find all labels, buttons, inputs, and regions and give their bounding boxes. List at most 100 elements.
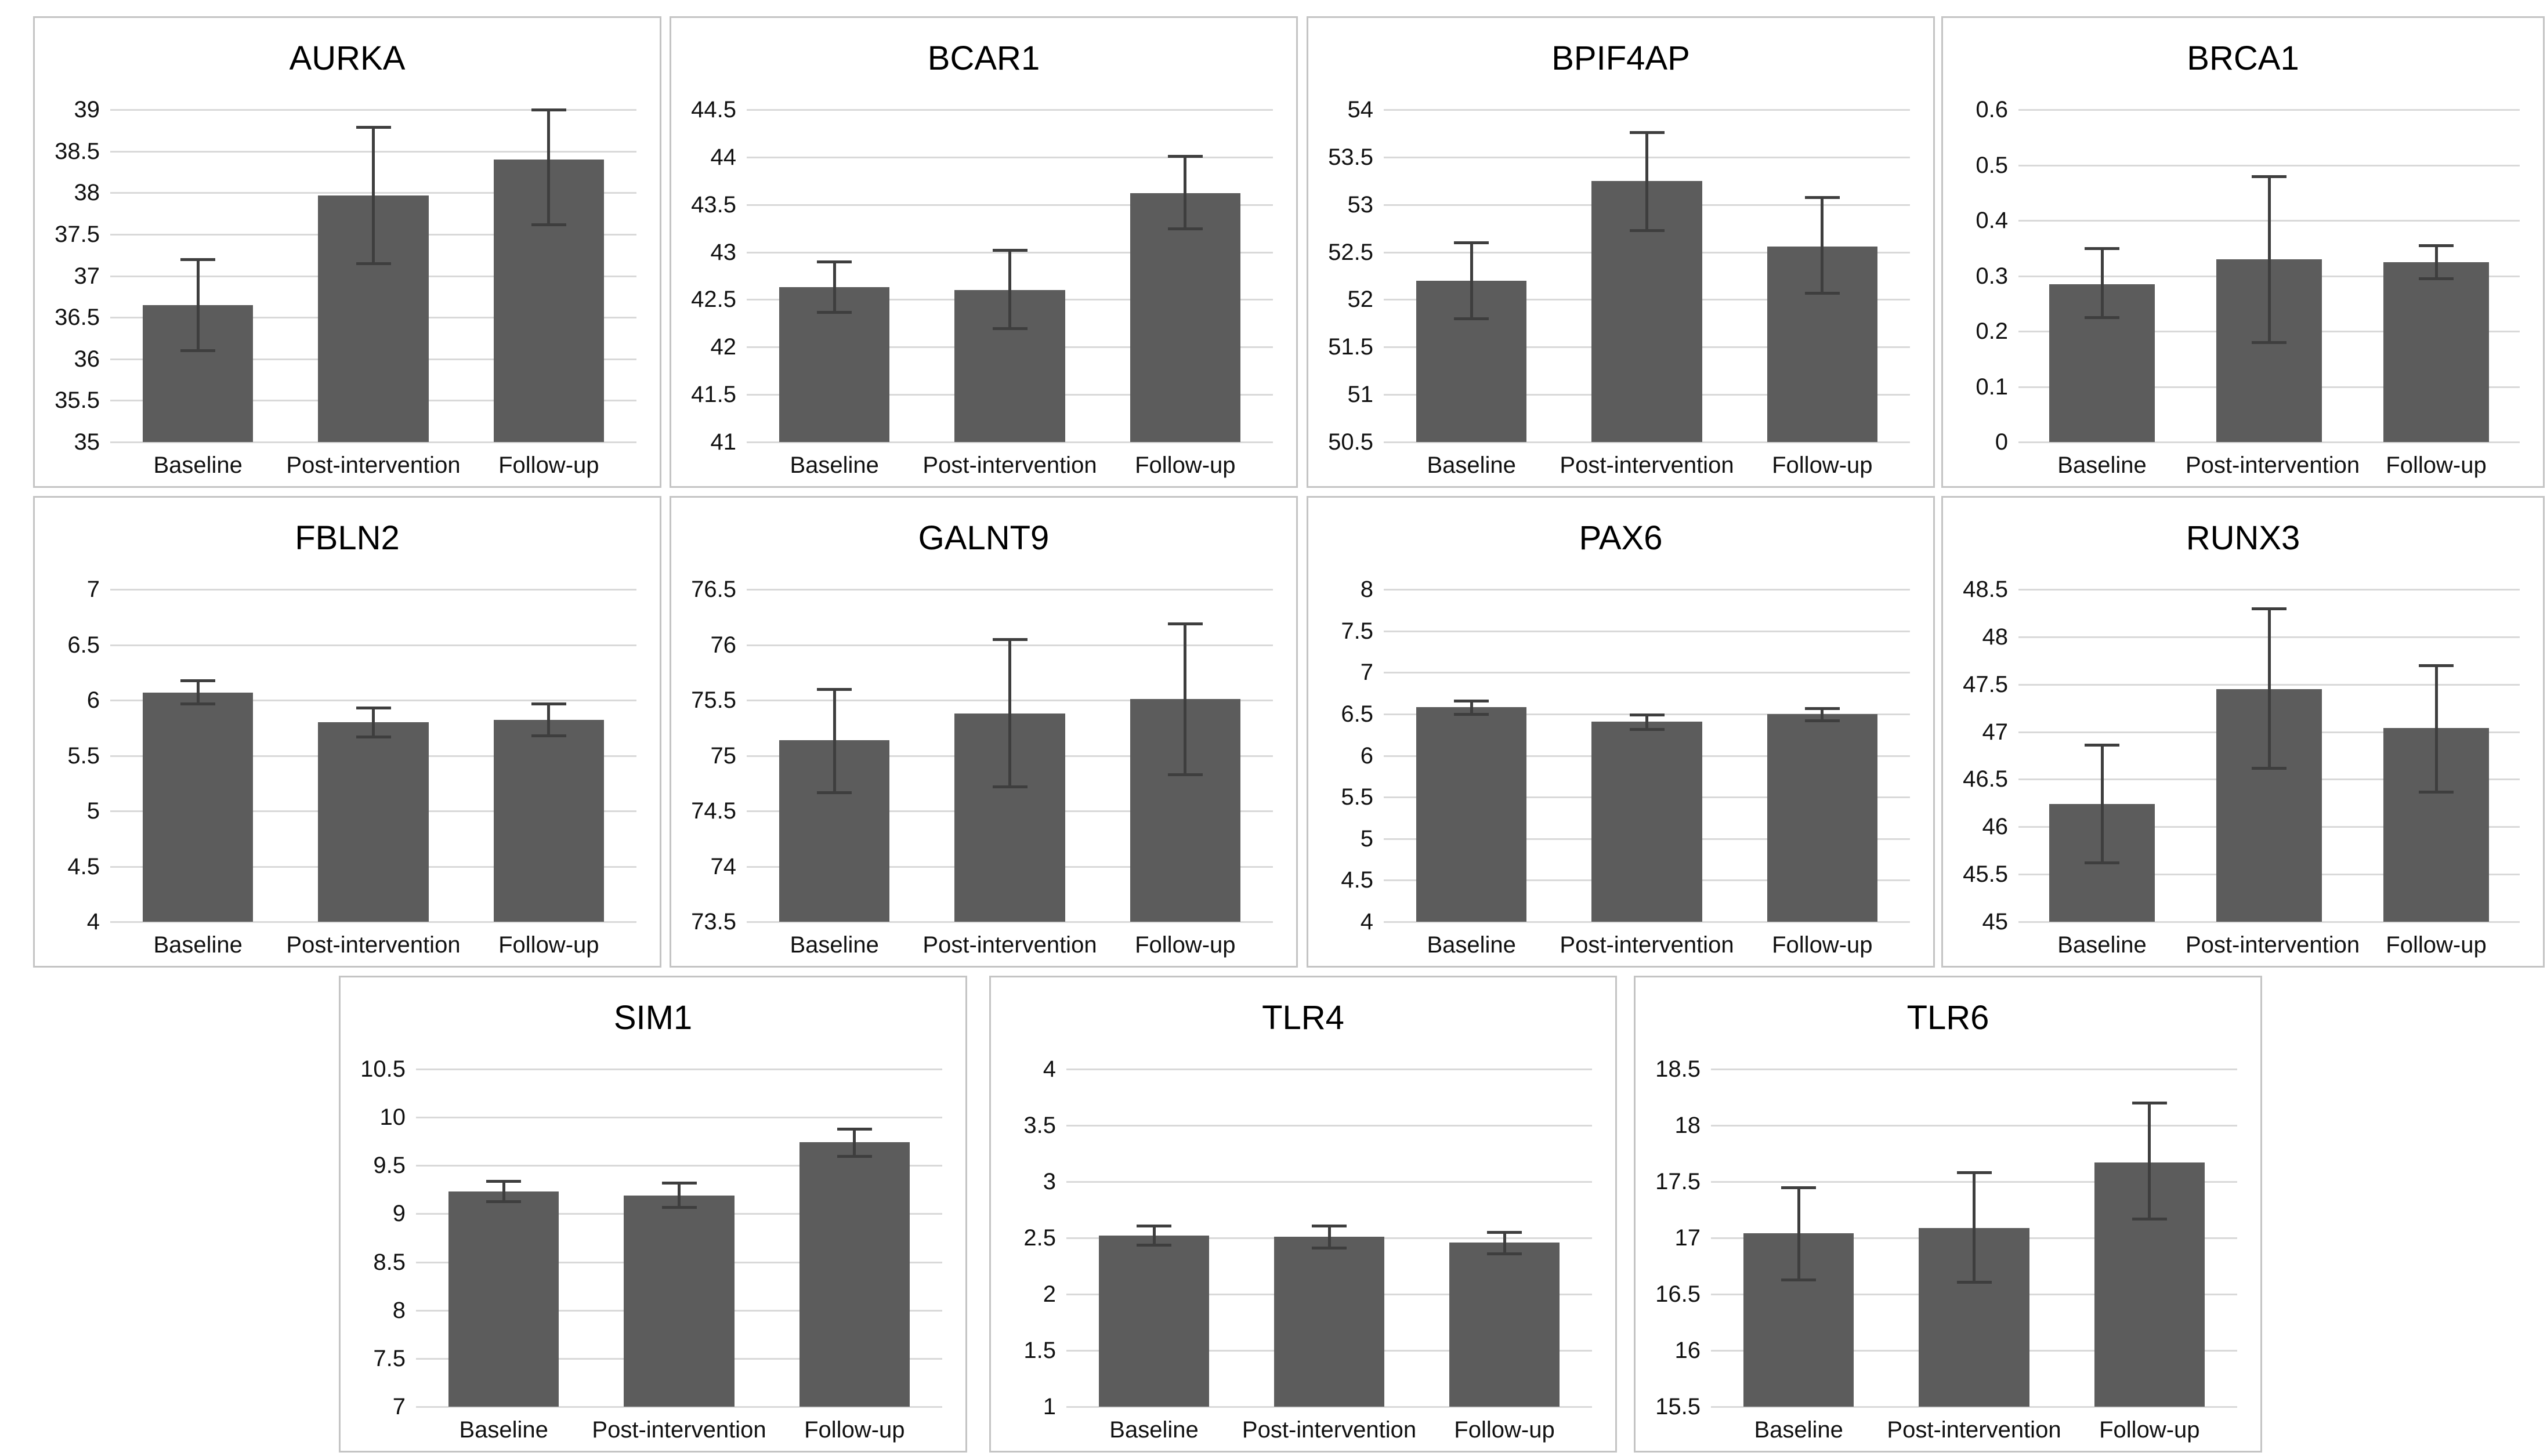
bar-follow-up — [1449, 1242, 1560, 1407]
error-bar-cap-bottom — [180, 702, 216, 705]
error-bar — [547, 110, 551, 224]
y-gridline — [1384, 589, 1910, 591]
error-bar-cap-bottom — [1781, 1278, 1817, 1281]
y-tick-label: 50.5 — [1328, 429, 1373, 455]
x-category-label: Post-intervention — [922, 452, 1097, 478]
error-bar-cap-top — [1781, 1186, 1817, 1189]
y-gridline — [1066, 1181, 1592, 1183]
y-tick-label: 5 — [1360, 825, 1373, 852]
y-tick-label: 5.5 — [67, 743, 100, 769]
error-bar-cap-top — [1167, 155, 1203, 158]
chart-title: BCAR1 — [927, 39, 1040, 77]
x-category-label: Baseline — [2057, 932, 2147, 958]
error-bar-cap-top — [1629, 713, 1665, 717]
chart-panel-fbln2: FBLN2 7 6.5 6 5.5 5 4.5 4 Baseline Post-intervent… — [33, 496, 661, 968]
error-bar — [1008, 639, 1011, 787]
y-tick-label: 5.5 — [1341, 784, 1373, 810]
error-bar — [502, 1180, 505, 1201]
y-gridline — [1384, 441, 1910, 443]
chart-title: TLR6 — [1906, 999, 1989, 1037]
error-bar-cap-top — [817, 260, 852, 263]
x-category-label: Follow-up — [1772, 452, 1873, 478]
y-tick-label: 17 — [1674, 1225, 1701, 1251]
x-category-label: Follow-up — [498, 932, 599, 958]
error-bar-cap-bottom — [1487, 1252, 1522, 1256]
error-bar — [2434, 665, 2438, 792]
error-bar-cap-bottom — [1137, 1243, 1171, 1247]
error-bar-cap-bottom — [992, 785, 1028, 788]
y-tick-label: 74 — [710, 853, 737, 879]
y-tick-label: 43 — [710, 239, 737, 265]
y-gridline — [1384, 672, 1910, 674]
error-bar-cap-bottom — [1312, 1247, 1347, 1250]
x-category-label: Follow-up — [1135, 932, 1236, 958]
bar-post-intervention — [1274, 1237, 1385, 1407]
error-bar-cap-top — [531, 108, 566, 111]
error-bar-cap-bottom — [1454, 712, 1489, 716]
chart-panel-bcar1: BCAR1 44.5 44 43.5 43 42.5 42 41.5 41 Baseline Pos… — [670, 16, 1298, 488]
y-tick-label: 52 — [1347, 287, 1374, 313]
error-bar-cap-bottom — [180, 349, 216, 353]
x-category-label: Baseline — [1109, 1417, 1199, 1443]
chart-panel-tlr6: TLR6 18.5 18 17.5 17 16.5 16 15.5 Baseline Post-i… — [1634, 976, 2262, 1453]
error-bar-cap-top — [992, 638, 1028, 641]
chart-panel-aurka: AURKA 39 38.5 38 37.5 37 36.5 36 35.5 35 Baseline P… — [33, 16, 661, 488]
y-tick-label: 42 — [710, 334, 737, 360]
error-bar-cap-bottom — [356, 262, 391, 265]
y-gridline — [1711, 1406, 2237, 1408]
error-bar-cap-top — [356, 707, 391, 710]
y-gridline — [1384, 630, 1910, 632]
y-tick-label: 8 — [1360, 577, 1373, 602]
x-category-label: Post-intervention — [922, 932, 1097, 958]
y-tick-label: 36.5 — [55, 305, 100, 331]
y-tick-label: 6 — [86, 687, 100, 713]
error-bar-cap-top — [2085, 247, 2119, 250]
y-tick-label: 4 — [86, 909, 100, 935]
y-gridline — [110, 700, 636, 701]
error-bar — [2434, 245, 2438, 279]
y-gridline — [747, 156, 1273, 158]
x-category-label: Baseline — [459, 1417, 548, 1443]
error-bar — [1821, 197, 1824, 293]
bar-post-intervention — [318, 722, 429, 922]
error-bar-cap-bottom — [1167, 773, 1203, 776]
error-bar-cap-top — [531, 702, 566, 705]
y-gridline — [416, 1406, 942, 1408]
y-tick-label: 10 — [379, 1104, 406, 1131]
y-tick-label: 7.5 — [1341, 618, 1373, 644]
error-bar — [853, 1129, 856, 1156]
y-tick-label: 16.5 — [1655, 1281, 1701, 1307]
x-category-label: Follow-up — [498, 452, 599, 478]
chart-panel-bpif4ap: BPIF4AP 54 53.5 53 52.5 52 51.5 51 50.5 Baseline P… — [1307, 16, 1935, 488]
y-gridline — [110, 109, 636, 111]
x-category-label: Baseline — [153, 932, 243, 958]
bar-follow-up — [2383, 262, 2489, 442]
error-bar — [2267, 176, 2271, 343]
y-tick-label: 43.5 — [691, 191, 736, 218]
error-bar-cap-top — [1312, 1224, 1347, 1227]
error-bar — [1327, 1225, 1331, 1248]
y-tick-label: 8.5 — [373, 1249, 406, 1275]
error-bar-cap-top — [2132, 1102, 2167, 1105]
error-bar-cap-top — [356, 126, 391, 129]
y-tick-label: 38 — [74, 180, 100, 206]
y-tick-label: 42.5 — [691, 287, 736, 313]
chart-title: RUNX3 — [2186, 519, 2300, 557]
error-bar-cap-bottom — [531, 734, 566, 738]
y-tick-label: 9.5 — [373, 1153, 406, 1179]
y-tick-label: 47 — [1982, 719, 2009, 745]
y-tick-label: 4.5 — [1341, 867, 1373, 893]
error-bar-cap-bottom — [356, 736, 391, 739]
x-category-label: Baseline — [1427, 452, 1516, 478]
error-bar-cap-top — [2085, 744, 2119, 747]
x-category-label: Follow-up — [2386, 452, 2487, 478]
y-tick-label: 44 — [710, 144, 737, 170]
y-tick-label: 52.5 — [1328, 239, 1373, 265]
y-tick-label: 41.5 — [691, 382, 736, 408]
y-gridline — [110, 441, 636, 443]
error-bar-cap-bottom — [837, 1154, 872, 1158]
y-tick-label: 45 — [1982, 909, 2009, 935]
error-bar-cap-bottom — [817, 310, 852, 314]
error-bar — [833, 261, 836, 312]
